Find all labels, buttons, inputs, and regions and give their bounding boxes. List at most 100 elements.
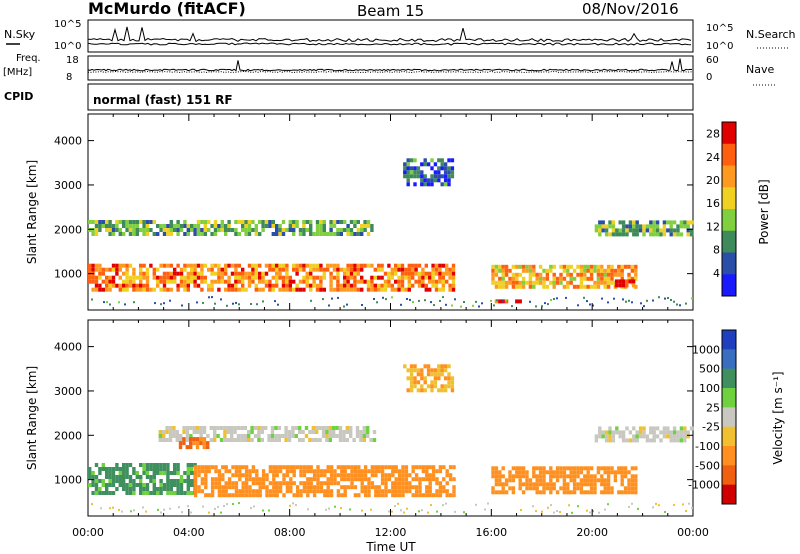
- heatmap-cell: [431, 283, 435, 288]
- heatmap-cell: [111, 491, 116, 495]
- heatmap-cell: [282, 481, 286, 486]
- heatmap-cell: [162, 471, 167, 475]
- heatmap-cell: [604, 430, 609, 435]
- heatmap-cell: [128, 279, 133, 284]
- heatmap-cell: [521, 284, 526, 289]
- heatmap-cell: [111, 267, 116, 272]
- heatmap-cell: [434, 263, 439, 268]
- heatmap-cell: [611, 232, 616, 237]
- heatmap-cell: [383, 283, 388, 288]
- heatmap-cell: [518, 470, 522, 475]
- heatmap-cell: [281, 434, 285, 438]
- heatmap-cell: [309, 228, 313, 232]
- heatmap-cell: [515, 276, 519, 281]
- heatmap-cell: [186, 228, 190, 232]
- heatmap-cell: [594, 434, 599, 439]
- heatmap-cell: [281, 263, 286, 268]
- heatmap-cell: [319, 485, 324, 490]
- heatmap-cell: [583, 482, 587, 487]
- heatmap-cell: [562, 466, 567, 471]
- heatmap-cell: [437, 364, 441, 369]
- heatmap-cell: [433, 304, 435, 307]
- heatmap-cell: [445, 303, 447, 306]
- heatmap-cell: [149, 263, 153, 268]
- heatmap-cell: [440, 368, 444, 373]
- heatmap-cell: [403, 162, 407, 167]
- heatmap-cell: [98, 263, 102, 268]
- heatmap-cell: [394, 267, 398, 272]
- heatmap-cell: [233, 426, 237, 430]
- heatmap-cell: [352, 438, 356, 442]
- heatmap-cell: [572, 490, 577, 495]
- heatmap-cell: [652, 434, 656, 439]
- heatmap-cell: [440, 372, 444, 377]
- heatmap-cell: [224, 485, 228, 490]
- heatmap-cell: [549, 482, 553, 487]
- heatmap-cell: [98, 220, 102, 224]
- heatmap-cell: [251, 493, 256, 498]
- heatmap-cell: [669, 220, 673, 225]
- heatmap-cell: [400, 509, 402, 512]
- heatmap-cell: [608, 224, 612, 229]
- heatmap-cell: [265, 485, 269, 490]
- heatmap-cell: [108, 479, 112, 483]
- heatmap-cell: [128, 275, 133, 280]
- heatmap-cell: [254, 267, 258, 272]
- heatmap-cell: [176, 467, 180, 471]
- heatmap-cell: [608, 232, 612, 237]
- heatmap-cell: [420, 174, 424, 179]
- heatmap-cell: [152, 483, 156, 487]
- heatmap-cell: [377, 469, 381, 474]
- heatmap-cell: [404, 473, 409, 478]
- heatmap-cell: [420, 372, 424, 377]
- heatmap-cell: [413, 384, 417, 389]
- heatmap-cell: [413, 182, 417, 187]
- heatmap-cell: [292, 267, 296, 272]
- heatmap-cell: [176, 487, 180, 491]
- heatmap-cell: [326, 485, 330, 490]
- heatmap-cell: [672, 426, 677, 431]
- heatmap-cell: [621, 438, 626, 443]
- heatmap-cell: [326, 267, 330, 272]
- heatmap-cell: [686, 434, 690, 439]
- heatmap-cell: [620, 474, 624, 479]
- heatmap-cell: [145, 471, 150, 475]
- colorbar-tick-label: -100: [695, 440, 720, 453]
- heatmap-cell: [431, 493, 436, 498]
- heatmap-cell: [418, 465, 422, 470]
- heatmap-cell: [666, 434, 670, 439]
- heatmap-cell: [189, 441, 193, 446]
- heatmap-cell: [139, 263, 143, 268]
- heatmap-cell: [439, 299, 441, 302]
- heatmap-cell: [649, 220, 653, 225]
- heatmap-cell: [504, 268, 509, 273]
- heatmap-cell: [652, 426, 656, 431]
- heatmap-cell: [600, 268, 604, 273]
- heatmap-cell: [248, 489, 252, 494]
- y-tick-label: 2000: [54, 223, 82, 236]
- heatmap-cell: [230, 283, 235, 288]
- heatmap-cell: [241, 283, 245, 288]
- heatmap-cell: [162, 224, 167, 228]
- heatmap-cell: [430, 158, 434, 163]
- heatmap-cell: [224, 287, 228, 292]
- heatmap-cell: [404, 489, 409, 494]
- heatmap-cell: [206, 445, 210, 450]
- heatmap-cell: [431, 275, 435, 280]
- heatmap-cell: [208, 296, 210, 299]
- heatmap-cell: [189, 434, 193, 438]
- heatmap-cell: [596, 478, 601, 483]
- heatmap-cell: [613, 470, 618, 475]
- heatmap-cell: [642, 434, 646, 439]
- heatmap-cell: [183, 267, 187, 272]
- heatmap-cell: [443, 170, 448, 175]
- heatmap-cell: [634, 486, 638, 491]
- heatmap-cell: [623, 474, 628, 479]
- heatmap-cell: [406, 166, 410, 171]
- heatmap-cell: [339, 267, 343, 272]
- heatmap-cell: [360, 473, 364, 478]
- heatmap-cell: [627, 482, 631, 487]
- heatmap-cell: [521, 490, 526, 495]
- heatmap-cell: [309, 469, 313, 474]
- heatmap-cell: [625, 279, 629, 284]
